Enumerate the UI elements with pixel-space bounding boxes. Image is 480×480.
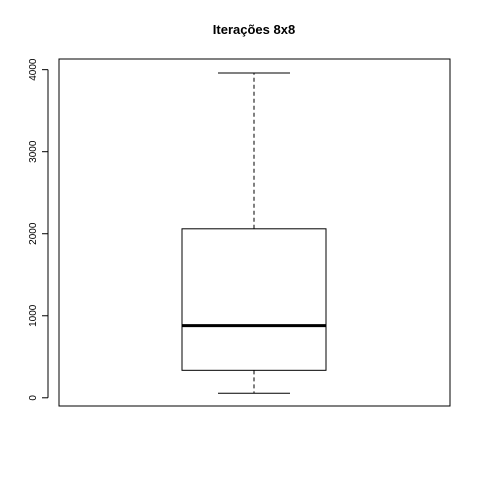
y-tick-label: 1000: [28, 304, 39, 327]
y-axis: 0 1000 2000 3000 4000: [28, 58, 49, 401]
y-tick-label: 2000: [28, 222, 39, 245]
y-tick-label: 3000: [28, 140, 39, 163]
plot-frame: [58, 58, 451, 407]
interquartile-box: [181, 228, 327, 371]
box-group: [181, 72, 327, 394]
y-tick-label: 4000: [28, 58, 39, 81]
y-tick-label: 0: [28, 395, 39, 401]
chart-title: Iterações 8x8: [213, 22, 295, 37]
